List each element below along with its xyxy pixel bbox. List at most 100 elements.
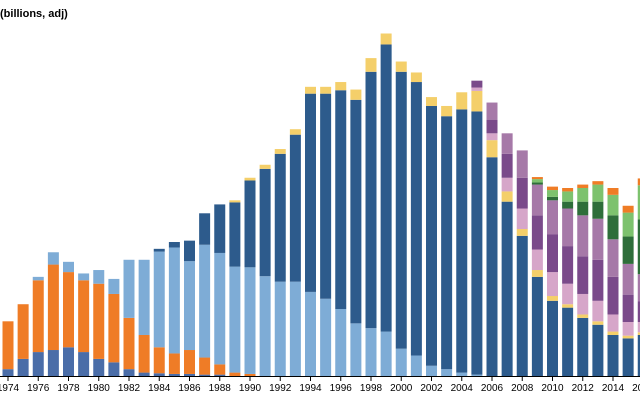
bar-segment-1986-series-4	[184, 240, 195, 262]
bar-segment-2015-series-9	[622, 236, 634, 264]
x-tick-label-1996: 1996	[330, 383, 353, 394]
bar-segment-2001-series-5	[410, 72, 422, 83]
x-tick-label-2004: 2004	[451, 383, 474, 394]
bar-segment-1987-series-4	[199, 213, 211, 245]
bar-segment-1977-series-1	[47, 350, 59, 376]
bar-segment-1991-series-4	[259, 168, 271, 277]
bar-segment-2010-series-8	[547, 200, 558, 235]
bar-segment-2013-series-8	[592, 218, 604, 260]
bar-segment-1985-series-4	[168, 242, 180, 248]
bar-segment-2007-series-5	[501, 191, 513, 202]
bar-segment-1991-series-5	[259, 164, 271, 169]
bar-segment-1995-series-5	[320, 86, 332, 94]
bar-segment-2011-series-4	[562, 307, 574, 376]
x-tick-label-1994: 1994	[299, 383, 322, 394]
y-axis-label: (billions, adj)	[0, 8, 68, 20]
x-tick-label-1984: 1984	[148, 383, 171, 394]
bar-segment-2014-series-10	[607, 194, 619, 216]
bar-segment-2016-series-8	[637, 274, 640, 302]
bar-segment-2009-series-5	[531, 270, 543, 277]
bar-segment-2005-series-6	[471, 87, 483, 91]
bar-segment-2011-series-9	[562, 201, 574, 209]
bar-segment-1982-series-2	[123, 317, 135, 370]
bar-segment-2012-series-7	[577, 256, 589, 294]
bar-segment-2016-series-5	[637, 332, 640, 335]
bar-segment-1976-series-2	[32, 280, 44, 353]
bar-segment-2014-series-7	[607, 276, 619, 315]
bar-segment-1974-series-1	[2, 369, 14, 376]
bar-segment-2009-series-6	[531, 249, 543, 271]
bar-segment-1979-series-3	[78, 273, 90, 281]
x-tick-label-1982: 1982	[118, 383, 141, 394]
bar-segment-1982-series-1	[123, 369, 135, 376]
bar-segment-1979-series-2	[78, 280, 90, 353]
bar-segment-2008-series-6	[516, 208, 528, 230]
bar-segment-1990-series-3	[244, 267, 256, 374]
bar-segment-2006-series-8	[486, 102, 498, 120]
bar-segment-1994-series-5	[305, 86, 316, 94]
bar-segment-1980-series-3	[93, 270, 105, 284]
bar-segment-1990-series-5	[244, 177, 256, 181]
bar-segment-1999-series-3	[380, 331, 392, 376]
bar-segment-1981-series-1	[108, 362, 120, 376]
bar-segment-1975-series-1	[17, 358, 29, 376]
bar-segment-1985-series-1	[168, 373, 180, 376]
bar-segment-2005-series-5	[471, 90, 483, 112]
bar-segment-1988-series-4	[214, 204, 226, 253]
bar-segment-1979-series-1	[78, 352, 90, 376]
bar-segment-1998-series-3	[365, 328, 377, 376]
bar-segment-1975-series-2	[17, 304, 29, 359]
bar-segment-1987-series-2	[199, 357, 211, 375]
bar-segment-1989-series-2	[229, 372, 241, 376]
bar-segment-1997-series-3	[350, 323, 362, 376]
bar-segment-2013-series-6	[592, 300, 604, 322]
bar-segment-1985-series-2	[168, 353, 180, 374]
bar-segment-1990-series-4	[244, 180, 256, 268]
bar-segment-1974-series-2	[2, 321, 14, 370]
bar-segment-1976-series-3	[32, 276, 44, 281]
bar-segment-1995-series-3	[320, 298, 332, 376]
bar-segment-1978-series-2	[63, 272, 74, 348]
bar-segment-1997-series-5	[350, 89, 362, 100]
bar-segment-2004-series-5	[456, 92, 468, 110]
bar-segment-2010-series-11	[547, 186, 558, 191]
bar-segment-2008-series-8	[516, 150, 528, 178]
bar-segment-2003-series-5	[441, 105, 453, 117]
bar-segment-1998-series-5	[365, 58, 377, 72]
bar-segment-2012-series-9	[577, 201, 589, 216]
bar-segment-2010-series-9	[547, 196, 558, 201]
bar-segment-2015-series-7	[622, 294, 634, 322]
bar-segment-1985-series-3	[168, 247, 180, 354]
bar-segment-1992-series-5	[274, 149, 286, 154]
bar-segment-1993-series-3	[289, 281, 301, 376]
bar-segment-1987-series-1	[199, 374, 211, 376]
bar-segment-2010-series-10	[547, 190, 558, 197]
bar-segment-2012-series-10	[577, 188, 589, 202]
bar-segment-2008-series-7	[516, 177, 528, 209]
bar-segment-2006-series-5	[486, 140, 498, 158]
bar-segment-2014-series-5	[607, 331, 619, 335]
bar-segment-1993-series-4	[289, 134, 301, 282]
bar-segment-1986-series-3	[184, 261, 195, 351]
bar-segment-2011-series-8	[562, 208, 574, 247]
x-tick-label-2002: 2002	[420, 383, 443, 394]
bar-segment-2016-series-6	[637, 321, 640, 333]
bar-segment-1989-series-5	[229, 200, 241, 203]
bar-segment-2001-series-4	[410, 82, 422, 356]
bar-segment-1982-series-3	[123, 259, 135, 318]
bar-segment-1992-series-3	[274, 281, 286, 376]
bar-segment-2012-series-8	[577, 215, 589, 257]
x-tick-label-2008: 2008	[511, 383, 534, 394]
x-tick-label-1988: 1988	[209, 383, 232, 394]
bar-segment-1980-series-2	[93, 283, 105, 359]
bar-segment-2005-series-3	[471, 374, 483, 376]
bar-segment-2012-series-5	[577, 314, 589, 318]
bar-segment-2000-series-4	[395, 71, 407, 349]
x-tick-label-2000: 2000	[390, 383, 413, 394]
bar-segment-2013-series-10	[592, 184, 604, 202]
bar-segment-1996-series-5	[335, 82, 347, 91]
bar-segment-2009-series-11	[531, 177, 543, 180]
bar-segment-2008-series-4	[516, 235, 528, 376]
bar-segment-1990-series-2	[244, 373, 256, 376]
